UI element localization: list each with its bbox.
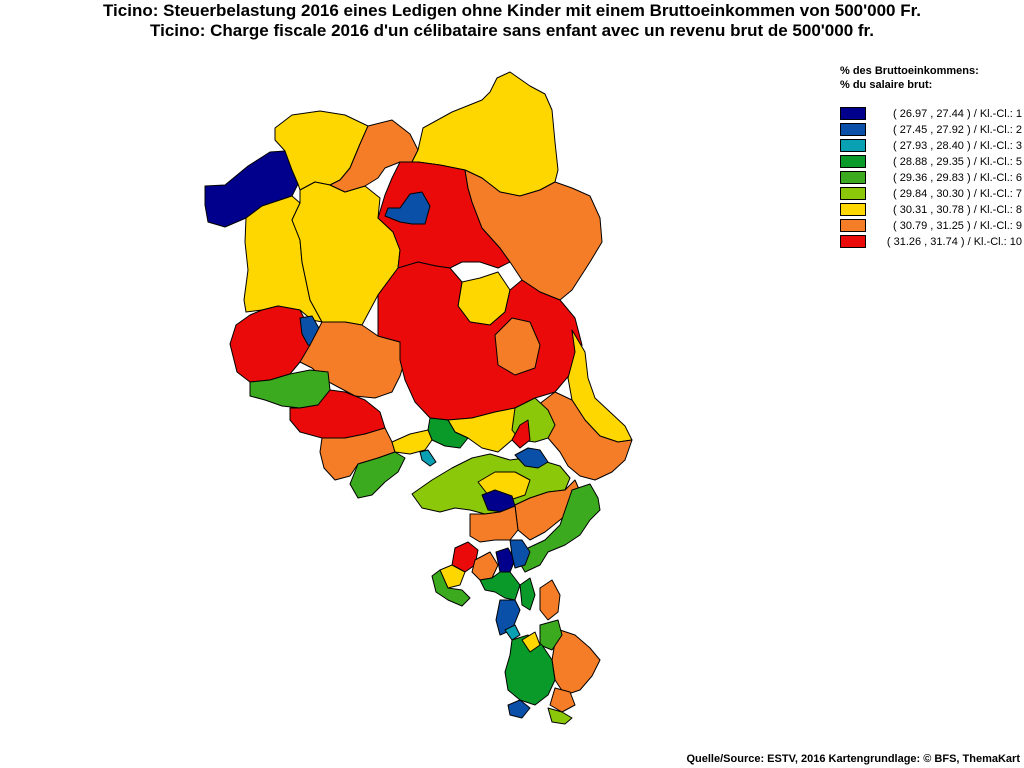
legend-item: ( 30.31 , 30.78 ) / Kl.-Cl.: 8 [840, 202, 1022, 218]
legend-label: ( 27.93 , 28.40 ) / Kl.-Cl.: 3 [892, 140, 1022, 152]
legend-label: ( 26.97 , 27.44 ) / Kl.-Cl.: 1 [892, 108, 1022, 120]
region-teal-locarno[interactable] [419, 449, 437, 467]
legend-header-de: % des Bruttoeinkommens: [840, 65, 979, 77]
region-green-east-shore[interactable] [519, 577, 536, 611]
region-orange-chiasso[interactable] [549, 687, 576, 713]
legend-swatch [840, 171, 866, 184]
region-green-valcolla[interactable] [517, 483, 601, 573]
legend-label: ( 29.84 , 30.30 ) / Kl.-Cl.: 7 [892, 188, 1022, 200]
region-orange-east-shore[interactable] [539, 579, 561, 621]
legend-label: ( 30.79 , 31.25 ) / Kl.-Cl.: 9 [892, 220, 1022, 232]
legend-item: ( 29.36 , 29.83 ) / Kl.-Cl.: 6 [840, 170, 1022, 186]
legend-item: ( 30.79 , 31.25 ) / Kl.-Cl.: 9 [840, 218, 1022, 234]
legend-item: ( 27.93 , 28.40 ) / Kl.-Cl.: 3 [840, 138, 1022, 154]
legend-label: ( 31.26 , 31.74 ) / Kl.-Cl.: 10 [886, 236, 1022, 248]
legend-swatch [840, 187, 866, 200]
legend-rows: ( 26.97 , 27.44 ) / Kl.-Cl.: 1 ( 27.45 , … [840, 106, 1022, 250]
region-yellow-locarno[interactable] [391, 429, 433, 455]
legend-swatch [840, 155, 866, 168]
legend-header-fr: % du salaire brut: [840, 79, 933, 91]
region-orange-north[interactable] [329, 119, 419, 193]
region-teal-melide[interactable] [504, 624, 521, 641]
region-blue-vedeggio[interactable] [514, 447, 549, 469]
region-orange-mid[interactable] [494, 317, 541, 376]
legend-label: ( 30.31 , 30.78 ) / Kl.-Cl.: 8 [892, 204, 1022, 216]
legend-item: ( 28.88 , 29.35 ) / Kl.-Cl.: 5 [840, 154, 1022, 170]
region-red-central[interactable] [377, 161, 511, 269]
source-note: Quelle/Source: ESTV, 2016 Kartengrundlag… [686, 753, 1020, 765]
legend-swatch [840, 219, 866, 232]
legend-label: ( 28.88 , 29.35 ) / Kl.-Cl.: 5 [892, 156, 1022, 168]
region-red-southwest[interactable] [289, 389, 386, 439]
legend-item: ( 27.45 , 27.92 ) / Kl.-Cl.: 2 [840, 122, 1022, 138]
region-green-gambarogno[interactable] [349, 451, 406, 499]
legend: % des Bruttoeinkommens: % du salaire bru… [840, 64, 1022, 250]
region-green-malcantone[interactable] [431, 569, 471, 607]
legend-item: ( 31.26 , 31.74 ) / Kl.-Cl.: 10 [840, 234, 1022, 250]
region-blue-lugano[interactable] [509, 539, 531, 569]
region-green-lugano-south[interactable] [479, 571, 521, 601]
region-yellow-mendrisio[interactable] [521, 631, 541, 653]
region-orange-lugano[interactable] [469, 505, 519, 543]
region-orange-northeast[interactable] [464, 169, 603, 301]
region-red-middle[interactable] [377, 261, 583, 421]
region-green-generoso[interactable] [539, 619, 563, 651]
map-title-fr: Ticino: Charge fiscale 2016 d'un célibat… [150, 21, 874, 40]
legend-swatch [840, 123, 866, 136]
region-blue-center[interactable] [384, 191, 431, 225]
region-orange-mendrisio-east[interactable] [551, 629, 601, 696]
region-green-chiasso[interactable] [547, 707, 573, 725]
region-red-bellinzona[interactable] [511, 419, 531, 449]
region-blue-mendrisio[interactable] [507, 699, 531, 719]
legend-label: ( 27.45 , 27.92 ) / Kl.-Cl.: 2 [892, 124, 1022, 136]
legend-swatch [840, 107, 866, 120]
region-navy-lugano[interactable] [495, 547, 516, 573]
legend-swatch [840, 235, 866, 248]
legend-item: ( 26.97 , 27.44 ) / Kl.-Cl.: 1 [840, 106, 1022, 122]
legend-item: ( 29.84 , 30.30 ) / Kl.-Cl.: 7 [840, 186, 1022, 202]
legend-swatch [840, 203, 866, 216]
region-red-west[interactable] [229, 305, 313, 383]
legend-label: ( 29.36 , 29.83 ) / Kl.-Cl.: 6 [892, 172, 1022, 184]
map-title-de: Ticino: Steuerbelastung 2016 eines Ledig… [102, 1, 922, 20]
legend-swatch [840, 139, 866, 152]
